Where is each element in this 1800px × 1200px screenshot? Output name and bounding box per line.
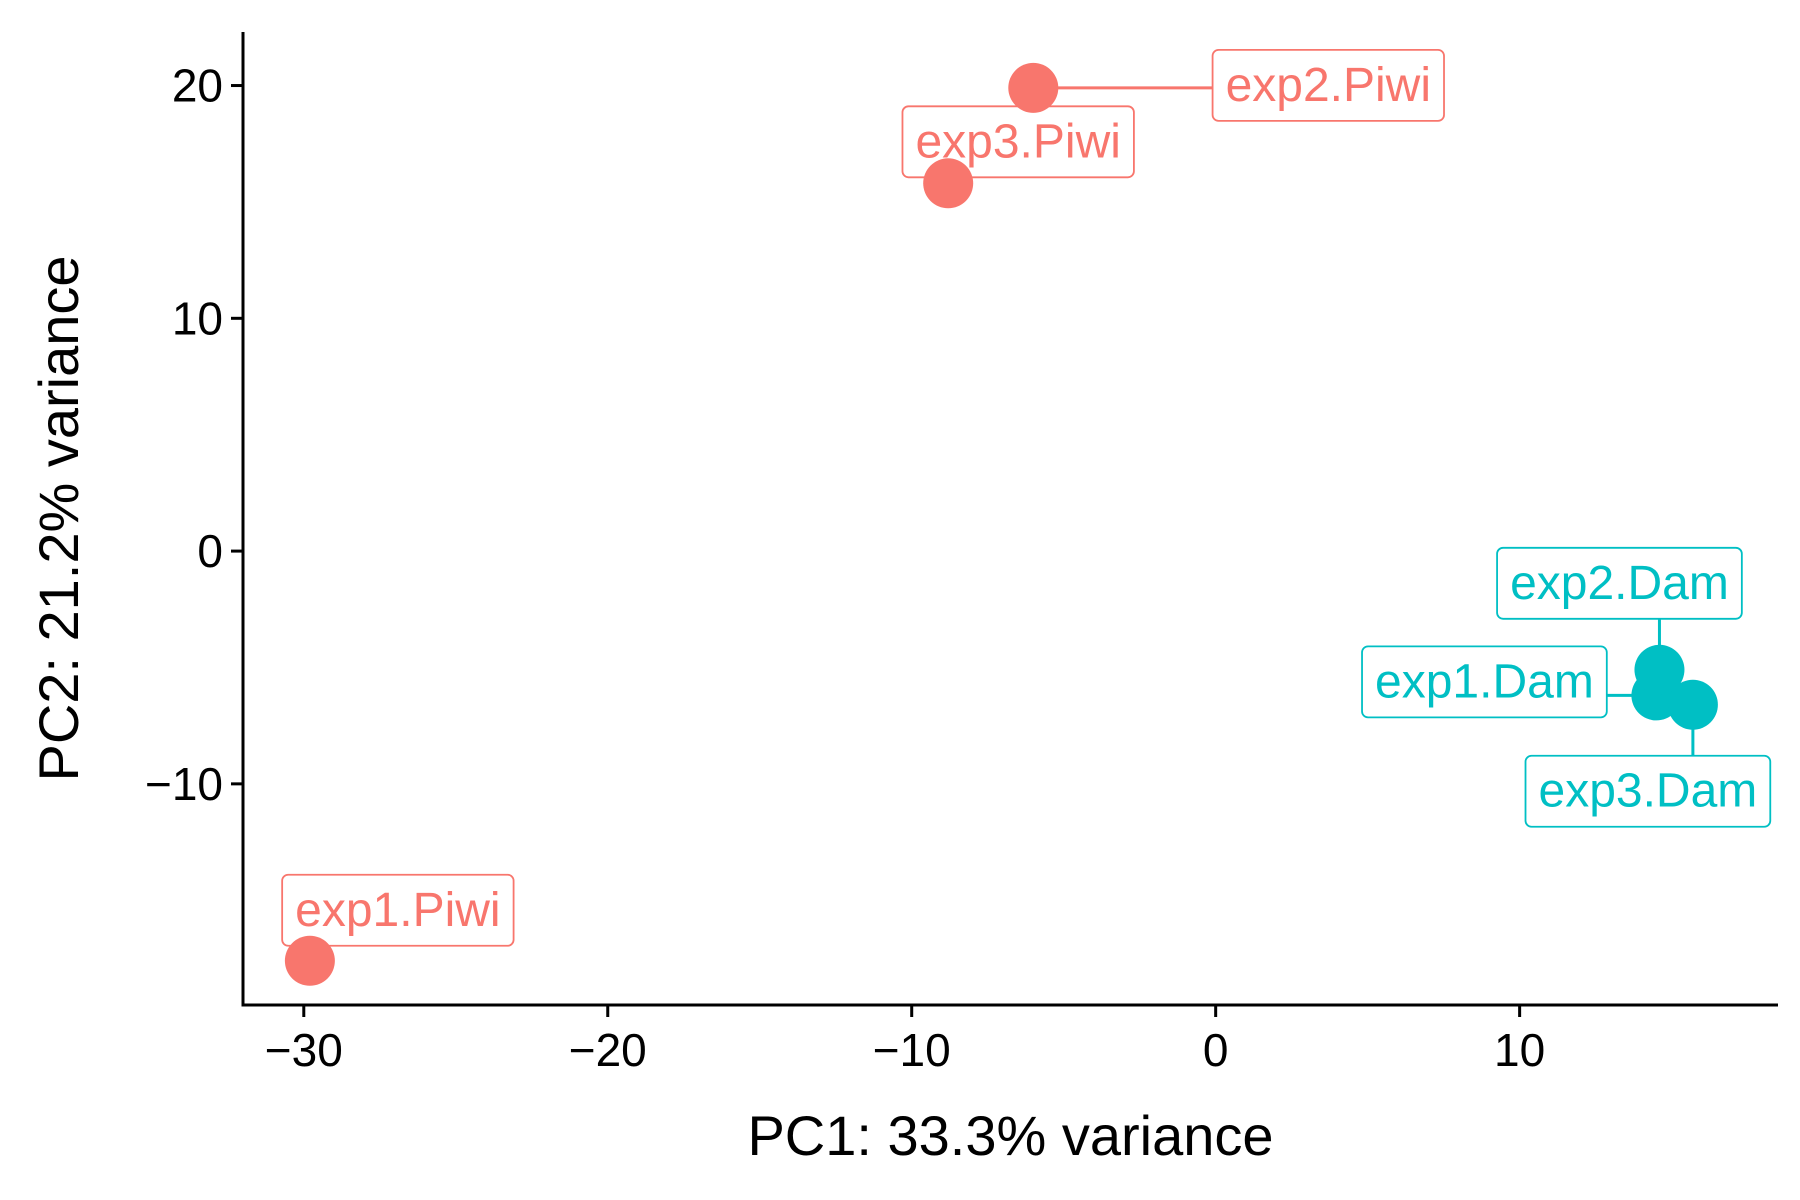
y-tick-label: −10: [145, 758, 223, 810]
x-tick-label: 0: [1203, 1024, 1229, 1076]
x-tick-label: −20: [569, 1024, 647, 1076]
point-label: exp3.Dam: [1539, 765, 1758, 818]
point-label-box: exp1.Dam: [1361, 645, 1657, 719]
data-point: [1667, 679, 1718, 730]
point-layer: [284, 62, 1718, 986]
data-point: [1008, 62, 1059, 113]
y-axis-title: PC2: 21.2% variance: [27, 255, 90, 781]
label-layer: exp1.Piwiexp2.Piwiexp3.Piwiexp1.Damexp2.…: [281, 48, 1772, 947]
label-box-border: [1361, 645, 1608, 719]
axes-layer: −30 −20 −10 0 10 −10 0 10 20: [145, 32, 1778, 1076]
x-axis-ticks: −30 −20 −10 0 10: [265, 1005, 1545, 1076]
label-box-border: [1524, 754, 1772, 828]
label-box-border: [1211, 48, 1445, 122]
x-tick-label: 10: [1494, 1024, 1545, 1076]
point-label-box: exp2.Dam: [1496, 546, 1743, 670]
y-tick-label: 20: [172, 60, 223, 112]
data-point: [923, 158, 974, 209]
y-tick-label: 10: [172, 292, 223, 344]
x-tick-label: −30: [265, 1024, 343, 1076]
x-axis-title: PC1: 33.3% variance: [747, 1104, 1273, 1167]
point-label-box: exp2.Piwi: [1033, 48, 1445, 122]
label-box-border: [1496, 546, 1743, 620]
data-point: [284, 935, 335, 986]
point-label: exp1.Dam: [1375, 655, 1594, 708]
point-label: exp2.Dam: [1510, 557, 1729, 610]
point-label: exp1.Piwi: [295, 884, 500, 937]
marks-layer: exp1.Piwiexp2.Piwiexp3.Piwiexp1.Damexp2.…: [281, 48, 1772, 986]
label-box-border: [281, 873, 515, 947]
y-axis-ticks: −10 0 10 20: [145, 60, 243, 810]
data-point: [1634, 644, 1685, 695]
point-label-box: exp1.Piwi: [281, 873, 515, 947]
point-label-box: exp3.Dam: [1524, 704, 1772, 828]
point-label: exp2.Piwi: [1226, 59, 1431, 112]
y-tick-label: 0: [197, 525, 223, 577]
x-tick-label: −10: [873, 1024, 951, 1076]
